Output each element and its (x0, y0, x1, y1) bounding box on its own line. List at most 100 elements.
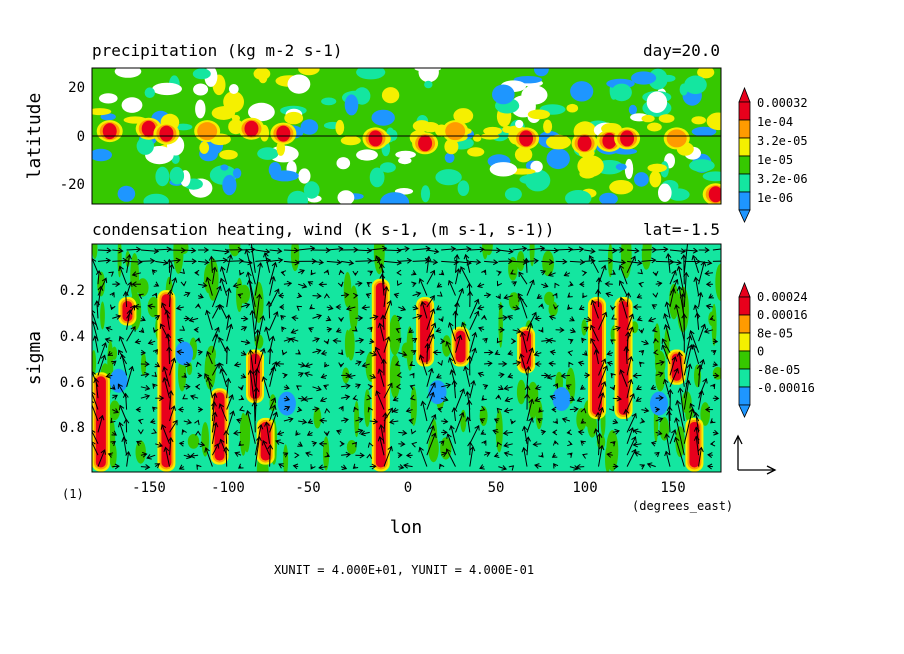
wind-vector (275, 360, 284, 367)
wind-vector (161, 302, 170, 319)
wind-vector (698, 260, 707, 285)
wind-vector (276, 430, 285, 436)
heating-blob (406, 326, 414, 371)
wind-vector (233, 430, 242, 436)
wind-vector (412, 291, 422, 298)
wind-vector (179, 325, 186, 331)
wind-vector (239, 405, 245, 412)
wind-vector (409, 372, 415, 379)
wind-vector (183, 453, 192, 460)
wind-vector (164, 309, 171, 330)
precip-blob (489, 162, 518, 177)
wind-vector (496, 280, 503, 287)
wind-vector (195, 361, 202, 368)
wind-vector (568, 338, 574, 345)
wind-vector (519, 353, 528, 376)
wind-vector (667, 388, 674, 410)
wind-vector (669, 259, 682, 266)
wind-vector (712, 246, 721, 251)
wind-vector (664, 433, 671, 456)
wind-vector (388, 418, 399, 425)
wind-vector (426, 322, 437, 342)
heating-blob (238, 284, 250, 304)
heating-blob (187, 434, 200, 449)
wind-vector (441, 418, 449, 425)
wind-vector (503, 294, 513, 300)
wind-vector (683, 363, 693, 399)
wind-vector (295, 349, 301, 355)
wind-vector (140, 349, 147, 356)
sigma-axis-label: sigma (24, 331, 45, 385)
precip-blob (114, 68, 142, 78)
wind-vector (397, 452, 403, 459)
wind-vector (181, 429, 187, 435)
wind-vector (610, 305, 616, 311)
wind-vector (638, 349, 645, 356)
heating-column (161, 294, 172, 468)
precip-blob (381, 87, 400, 104)
wind-vector (548, 314, 556, 321)
wind-vector (140, 361, 150, 368)
precip-blob (521, 85, 548, 105)
wind-vector (211, 266, 218, 285)
precip-blob (519, 174, 542, 185)
wind-vector (569, 395, 576, 402)
precip-blob (641, 114, 655, 123)
wind-vector (244, 248, 256, 285)
wind-vector (637, 268, 644, 275)
wind-vector (180, 281, 187, 287)
precip-blob (611, 83, 632, 102)
wind-vector (578, 305, 585, 311)
wind-vector (693, 426, 700, 444)
wind-vector (590, 299, 599, 319)
precip-blob (668, 188, 690, 201)
wind-vector (466, 399, 473, 422)
wind-vector (107, 452, 114, 458)
wind-vector (379, 263, 385, 285)
wind-vector (197, 441, 206, 448)
precip-peak (708, 186, 721, 203)
wind-vector (398, 257, 413, 264)
wind-vector (438, 316, 444, 323)
wind-vector (395, 383, 402, 390)
wind-vector (469, 246, 485, 253)
wind-vector (246, 279, 256, 319)
wind-vector (469, 424, 480, 445)
wind-vector (254, 328, 261, 365)
wind-vector (308, 327, 314, 333)
wind-vector (396, 269, 402, 276)
wind-vector (626, 412, 637, 433)
heating-panel: condensation heating, wind (K s-1, (m s-… (24, 220, 815, 475)
wind-vector (525, 365, 532, 387)
wind-vector (477, 304, 485, 311)
wind-vector (469, 310, 480, 331)
precip-blob (220, 164, 229, 171)
wind-vector (683, 271, 690, 308)
wind-vector (236, 418, 242, 424)
precip-blob (624, 158, 634, 180)
wind-vector (551, 406, 557, 413)
heating-column (455, 330, 466, 363)
wind-vector (269, 257, 284, 264)
wind-vector (426, 308, 436, 330)
wind-vector (393, 292, 400, 299)
wind-vector (269, 311, 279, 331)
wind-vector (169, 419, 178, 433)
wind-vector (604, 281, 613, 287)
wind-vector (226, 410, 236, 433)
precip-blob (231, 114, 240, 122)
wind-vector (496, 337, 502, 344)
wind-vector (652, 292, 659, 298)
wind-vector (238, 440, 244, 447)
wind-vector (482, 384, 489, 390)
wind-vector (310, 464, 316, 470)
wind-vector (379, 273, 386, 296)
wind-vector (626, 355, 634, 376)
wind-vector (437, 291, 443, 297)
wind-vector (162, 366, 170, 387)
colorbar-label: 0.00016 (757, 308, 808, 322)
wind-vector (323, 384, 329, 390)
wind-vector (452, 310, 459, 330)
wind-vector (395, 327, 402, 334)
wind-vector (155, 395, 165, 402)
